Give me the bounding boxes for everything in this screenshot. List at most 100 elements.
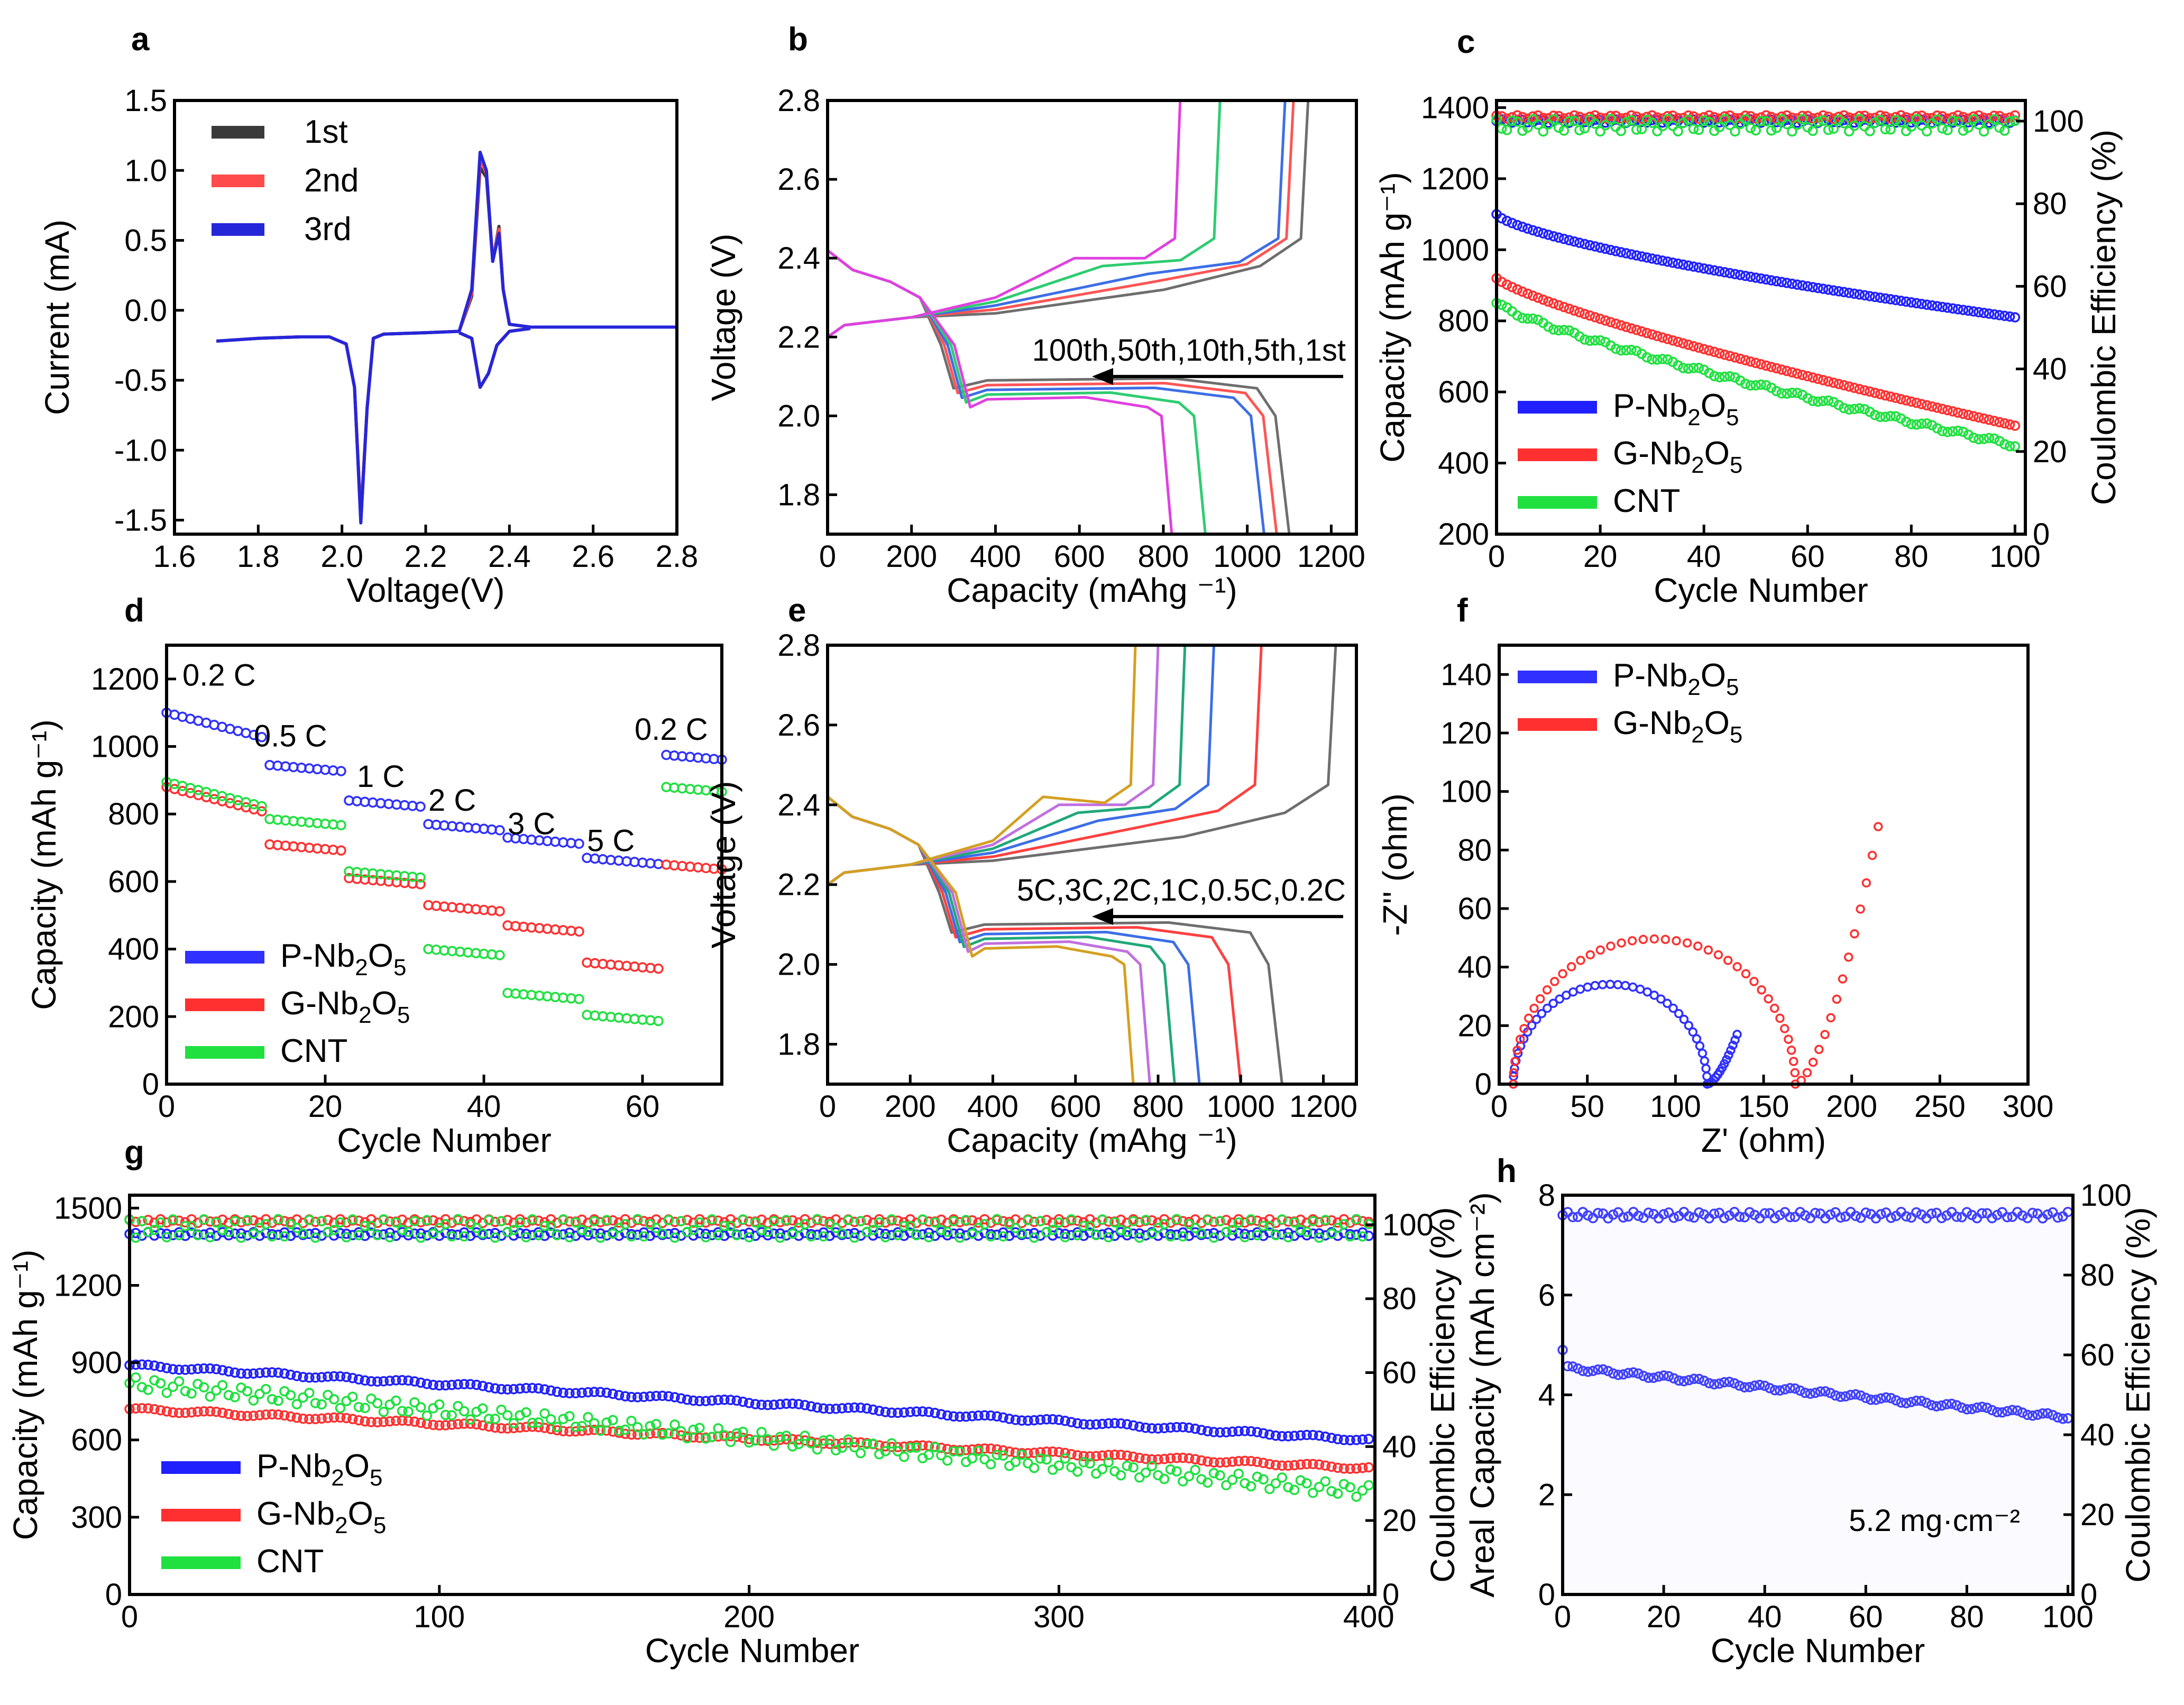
- ce-point-G-Nb2O5: [1538, 113, 1548, 123]
- capacity-point-G-Nb2O5: [1600, 315, 1611, 326]
- capacity-point-P-Nb2O5: [806, 1401, 816, 1412]
- capacity-point-CNT: [1963, 429, 1974, 440]
- capacity-point-CNT: [1652, 354, 1663, 365]
- capacity-point-G-Nb2O5: [1937, 404, 1948, 415]
- ce-point: [1901, 1211, 1912, 1222]
- x-axis-title: Z' (ohm): [1701, 1121, 1826, 1159]
- capacity-point-P-Nb2O5: [1600, 243, 1611, 254]
- ce-point-G-Nb2O5: [1875, 110, 1886, 121]
- capacity-point-G-Nb2O5: [1574, 307, 1585, 318]
- capacity-point-CNT: [446, 1410, 457, 1420]
- areal-capacity-point: [2027, 1410, 2038, 1421]
- areal-capacity-point: [1815, 1386, 1826, 1397]
- ce-point-CNT: [1828, 123, 1839, 134]
- legend-2-label-base: CNT: [256, 1543, 324, 1580]
- capacity-point-P-Nb2O5: [1159, 1423, 1170, 1434]
- ce-point-CNT: [955, 1232, 965, 1243]
- capacity-point-P-Nb2O5: [948, 1411, 959, 1422]
- capacity-point-P-Nb2O5: [1719, 267, 1730, 278]
- ce-point-CNT: [230, 1216, 240, 1226]
- x-axis-title: Cycle Number: [1654, 571, 1868, 609]
- nyquist-point-P-Nb2O5: [1583, 982, 1592, 992]
- areal-capacity-point: [1618, 1369, 1629, 1380]
- ce-point-CNT: [515, 1217, 525, 1228]
- capacity-point-P-Nb2O5: [1103, 1418, 1114, 1429]
- ce-point-P-Nb2O5: [1190, 1227, 1200, 1238]
- capacity-point-G-Nb2O5: [812, 1437, 823, 1448]
- capacity-point-P-Nb2O5: [310, 1372, 321, 1383]
- capacity-point-P-Nb2O5: [1295, 1430, 1306, 1441]
- capacity-point-CNT: [391, 1395, 401, 1406]
- capacity-point-P-Nb2O5: [1797, 280, 1808, 291]
- capacity-point-CNT: [1227, 1474, 1238, 1485]
- capacity-point-P-Nb2O5: [1183, 1422, 1195, 1433]
- nyquist-point-G-Nb2O5: [1788, 1057, 1798, 1066]
- nyquist-point-G-Nb2O5: [1713, 950, 1723, 960]
- nyquist-point-P-Nb2O5: [1674, 1009, 1684, 1019]
- ce-point-G-Nb2O5: [2009, 110, 2021, 121]
- capacity-point-P-Nb2O5: [930, 1408, 940, 1418]
- capacity-point-CNT: [1085, 1458, 1095, 1469]
- ce-point: [1593, 1207, 1603, 1218]
- capacity-point-G-Nb2O5: [626, 1429, 637, 1440]
- areal-capacity-point: [1608, 1368, 1619, 1379]
- y-tick-label: 1200: [1421, 162, 1489, 196]
- capacity-point-CNT: [576, 1420, 588, 1432]
- ce-point-G-Nb2O5: [1843, 112, 1855, 123]
- ce-point-CNT: [211, 1217, 222, 1228]
- ce-point-CNT: [1109, 1217, 1120, 1228]
- nyquist-tail-G-Nb2O5: [1832, 994, 1842, 1004]
- ce-point-CNT: [1357, 1231, 1368, 1242]
- capacity-point-P-Nb2O5: [440, 1380, 451, 1391]
- ce-point-CNT: [744, 1232, 755, 1243]
- ce-point-CNT: [893, 1230, 903, 1241]
- nyquist-tail-G-Nb2O5: [1856, 904, 1865, 914]
- capacity-point-G-Nb2O5: [254, 1410, 265, 1420]
- nyquist-point-G-Nb2O5: [1784, 1034, 1793, 1044]
- capacity-point-G-Nb2O5: [917, 1440, 928, 1451]
- nyquist-tail-G-Nb2O5: [1861, 878, 1871, 888]
- capacity-point-CNT: [620, 1424, 631, 1435]
- ce-point-CNT: [483, 1215, 494, 1225]
- x-tick-label: 1200: [1289, 1089, 1357, 1124]
- capacity-point-G-Nb2O5: [149, 1404, 160, 1415]
- y-tick-label: -0.5: [114, 363, 167, 398]
- nyquist-point-G-Nb2O5: [1510, 1057, 1520, 1066]
- capacity-point-CNT: [763, 1434, 773, 1445]
- ce-point-CNT: [490, 1232, 501, 1243]
- capacity-point-CNT: [731, 1428, 742, 1439]
- capacity-point-P-Nb2O5: [1989, 309, 1999, 320]
- ce-point-CNT: [1047, 1224, 1058, 1235]
- y-tick-label: 2.6: [777, 708, 820, 742]
- y-tick-label: 80: [1457, 833, 1492, 867]
- capacity-point-P-Nb2O5: [1060, 1415, 1070, 1426]
- ce-point-CNT: [738, 1214, 748, 1225]
- ce-point-CNT: [521, 1232, 531, 1243]
- nyquist-point-G-Nb2O5: [1535, 994, 1545, 1004]
- capacity-point-G-Nb2O5: [985, 1443, 996, 1454]
- capacity-point-P-Nb2O5: [676, 1393, 686, 1404]
- ce-point-CNT: [868, 1224, 878, 1235]
- capacity-point-G-Nb2O5: [1989, 416, 1999, 426]
- ce-point-CNT: [310, 1232, 321, 1243]
- plot-area-c: [1491, 110, 2021, 452]
- capacity-point-G-Nb2O5: [1109, 1449, 1120, 1460]
- capacity-point-CNT: [1029, 1462, 1040, 1473]
- capacity-point-P-Nb2O5: [818, 1403, 829, 1414]
- capacity-point-P-Nb2O5: [1974, 307, 1984, 318]
- capacity-point-P-Nb2O5: [316, 1372, 327, 1382]
- capacity-point-P-Nb2O5: [787, 1398, 798, 1409]
- ce-point-CNT: [1564, 116, 1575, 127]
- capacity-point-P-Nb2O5: [1308, 1429, 1318, 1441]
- ce-point-CNT: [768, 1216, 779, 1226]
- ce-point-G-Nb2O5: [1283, 1216, 1293, 1227]
- capacity-point-G-Nb2O5: [1140, 1453, 1151, 1464]
- capacity-point-P-Nb2O5: [1911, 298, 1922, 309]
- capacity-point-P-Nb2O5: [626, 1391, 637, 1402]
- legend-label-3rd: 3rd: [304, 211, 352, 248]
- ce-point-CNT: [1227, 1224, 1238, 1235]
- legend-0-label-mid: O: [344, 1448, 370, 1484]
- y-tick-label: 1200: [91, 662, 159, 696]
- ce-point-CNT: [1978, 126, 1989, 137]
- capacity-point-CNT: [564, 1411, 575, 1422]
